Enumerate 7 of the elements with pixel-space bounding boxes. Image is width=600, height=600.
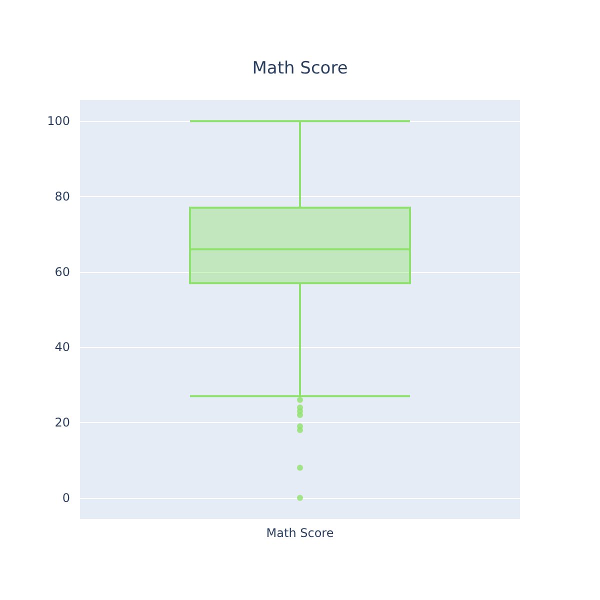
y-tick-label: 80 [54, 189, 70, 204]
chart-title: Math Score [252, 58, 348, 78]
y-tick-label: 20 [54, 416, 70, 430]
y-tick-label: 100 [47, 114, 70, 128]
y-tick-label: 0 [62, 490, 70, 505]
y-tick-label: 60 [54, 264, 70, 279]
y-tick-label: 40 [54, 340, 70, 354]
